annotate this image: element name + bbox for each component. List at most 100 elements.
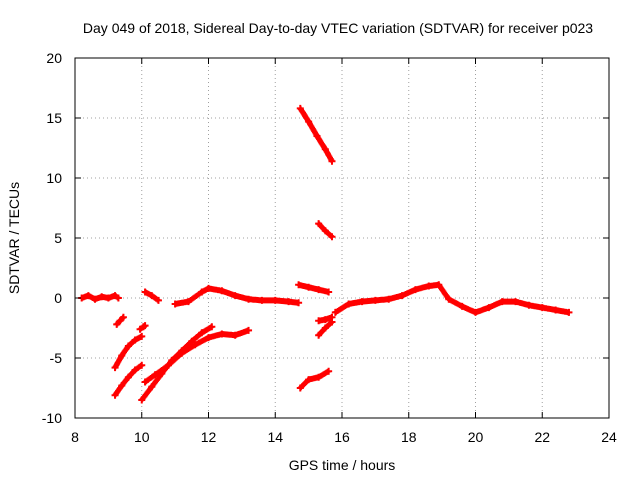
data-point bbox=[138, 396, 146, 404]
data-point bbox=[485, 304, 493, 312]
data-point bbox=[398, 292, 406, 300]
chart-title: Day 049 of 2018, Sidereal Day-to-day VTE… bbox=[83, 20, 593, 36]
data-point bbox=[525, 301, 533, 309]
series-arc-rise-b bbox=[141, 326, 253, 386]
data-point bbox=[325, 288, 333, 296]
data-point bbox=[118, 352, 126, 360]
y-axis-label: SDTVAR / TECUs bbox=[6, 182, 22, 294]
data-point bbox=[131, 366, 139, 374]
data-point bbox=[205, 334, 212, 342]
data-point bbox=[114, 294, 122, 302]
data-point bbox=[472, 308, 479, 316]
x-tick-label: 18 bbox=[401, 429, 417, 445]
x-tick-label: 8 bbox=[71, 429, 79, 445]
series-arc-short-1 bbox=[113, 313, 127, 328]
data-point bbox=[164, 361, 172, 369]
data-point bbox=[358, 298, 366, 306]
data-point bbox=[258, 296, 266, 304]
data-point bbox=[218, 330, 226, 338]
data-point bbox=[498, 298, 506, 306]
y-tick-label: -5 bbox=[50, 350, 63, 366]
data-points bbox=[78, 104, 573, 404]
data-point bbox=[425, 282, 433, 290]
data-point bbox=[385, 295, 393, 303]
data-point bbox=[151, 371, 159, 379]
y-tick-label: -10 bbox=[42, 410, 62, 426]
x-tick-label: 12 bbox=[201, 429, 217, 445]
data-point bbox=[325, 367, 333, 375]
data-point bbox=[331, 308, 339, 316]
series-arc-high-steep bbox=[296, 104, 336, 165]
data-point bbox=[111, 391, 119, 399]
data-point bbox=[371, 296, 379, 304]
data-point bbox=[295, 281, 303, 289]
y-tick-label: 5 bbox=[54, 230, 62, 246]
data-point bbox=[84, 292, 92, 300]
data-point bbox=[231, 292, 239, 300]
data-point bbox=[328, 233, 336, 241]
data-point bbox=[321, 316, 329, 324]
data-point bbox=[315, 373, 323, 381]
data-point bbox=[188, 337, 196, 345]
data-point bbox=[285, 298, 293, 306]
data-point bbox=[231, 331, 239, 339]
data-point bbox=[119, 313, 127, 321]
data-point bbox=[565, 308, 573, 316]
x-axis-label: GPS time / hours bbox=[289, 457, 396, 473]
data-point bbox=[305, 376, 313, 384]
series-arc-short-3 bbox=[315, 318, 336, 339]
data-point bbox=[198, 329, 206, 337]
data-point bbox=[328, 157, 336, 165]
x-tick-label: 10 bbox=[134, 429, 150, 445]
data-point bbox=[124, 342, 132, 350]
series-arc-dip-upper bbox=[111, 332, 146, 372]
y-tick-label: 15 bbox=[46, 110, 62, 126]
data-point bbox=[198, 288, 206, 296]
data-point bbox=[218, 287, 226, 295]
series-arc-rise-a bbox=[138, 323, 216, 404]
data-point bbox=[295, 299, 303, 307]
data-point bbox=[171, 300, 179, 308]
data-point bbox=[141, 378, 149, 386]
data-point bbox=[148, 383, 156, 391]
data-point bbox=[124, 373, 132, 381]
series-arc-high-short bbox=[315, 220, 336, 241]
x-tick-label: 22 bbox=[534, 429, 550, 445]
series-markers bbox=[138, 323, 215, 403]
data-point bbox=[205, 284, 212, 292]
data-point bbox=[245, 326, 253, 334]
data-point bbox=[321, 227, 329, 235]
series-arc-dip-lower bbox=[111, 361, 146, 399]
data-point bbox=[305, 118, 313, 126]
data-point bbox=[154, 296, 162, 304]
data-point bbox=[345, 300, 353, 308]
data-point bbox=[315, 286, 323, 294]
data-point bbox=[328, 313, 336, 321]
data-point bbox=[191, 341, 199, 349]
data-point bbox=[141, 322, 149, 330]
data-point bbox=[118, 382, 126, 390]
data-point bbox=[538, 304, 546, 312]
series-markers bbox=[295, 281, 332, 295]
data-point bbox=[321, 145, 329, 153]
data-point bbox=[296, 104, 304, 112]
x-tick-label: 20 bbox=[468, 429, 484, 445]
y-tick-label: 20 bbox=[46, 50, 62, 66]
data-point bbox=[296, 384, 304, 392]
data-point bbox=[138, 332, 146, 340]
series-arc-hump bbox=[141, 288, 162, 304]
data-point bbox=[178, 349, 186, 357]
series-arc-mid bbox=[171, 284, 303, 308]
y-tick-label: 10 bbox=[46, 170, 62, 186]
data-point bbox=[315, 220, 323, 228]
data-point bbox=[271, 296, 279, 304]
series-arc-flat-high bbox=[295, 281, 333, 296]
data-point bbox=[91, 295, 99, 303]
data-point bbox=[141, 288, 149, 296]
data-point bbox=[98, 293, 106, 301]
data-point bbox=[315, 317, 323, 325]
series-arc-low-right bbox=[296, 367, 333, 392]
grid bbox=[75, 58, 609, 418]
series-arc-main-late bbox=[331, 281, 573, 316]
